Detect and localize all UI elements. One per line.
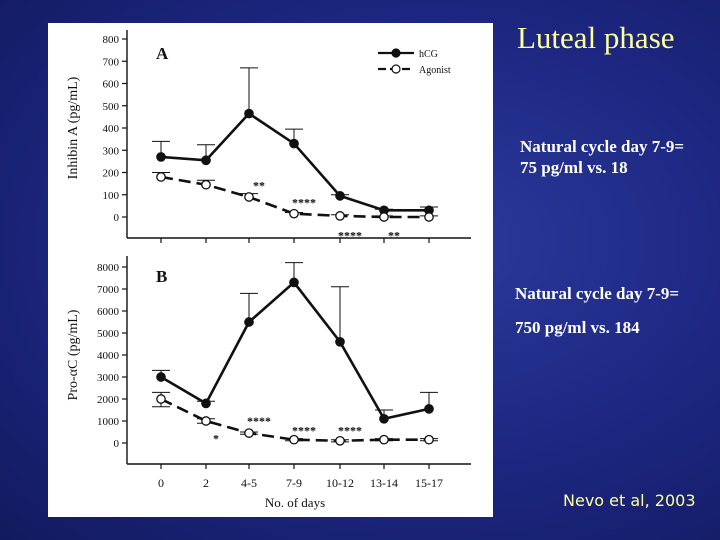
panel-a-y-tick-label: 800 — [103, 34, 120, 46]
panel-b-series-agonist-point — [379, 434, 389, 445]
panel-a-significance-marker: ** — [388, 229, 400, 243]
panel-b-y-tick-label: 5000 — [97, 328, 120, 340]
panel-a-y-tick-label: 500 — [103, 101, 120, 113]
panel-b-series-agonist-point — [424, 434, 434, 445]
panel-a-legend-marker-agonist — [391, 64, 401, 74]
panel-b-series-hcg-point — [335, 336, 345, 347]
panel-b-y-tick-label: 4000 — [97, 350, 120, 362]
panel-b-series-hcg-point — [244, 317, 254, 327]
panel-a-series-agonist-point — [424, 212, 434, 222]
panel-b-series-agonist-point — [289, 434, 299, 445]
note-inhibin-line-2: 75 pg/ml vs. 18 — [520, 158, 628, 177]
slide-title: Luteal phase — [517, 20, 675, 55]
panel-a-label: A — [156, 44, 169, 63]
panel-b-significance-marker: **** — [247, 414, 271, 428]
panel-b-x-axis-label: No. of days — [265, 495, 325, 510]
panel-b-series-hcg-point — [289, 277, 299, 288]
panel-a-series-hcg-point — [244, 108, 254, 119]
panel-b-x-tick-label: 7-9 — [286, 476, 302, 490]
panel-a-series-agonist-point — [201, 179, 211, 190]
panel-a-y-tick-label: 600 — [103, 79, 120, 91]
note-inhibin-line-1: Natural cycle day 7-9= — [520, 137, 685, 156]
panel-a-significance-marker: ** — [253, 179, 265, 193]
panel-b-x-tick-label: 2 — [203, 476, 209, 490]
note-proac-line-2: 750 pg/ml vs. 184 — [515, 318, 640, 337]
chart-figure: 0 100 200 300 400 500 600 700 800 Inhibin A (pg/m… — [48, 23, 493, 517]
panel-b-series-agonist-point — [335, 435, 345, 446]
panel-a-series-hcg-point — [335, 191, 345, 201]
panel-b-y-tick-label: 7000 — [97, 284, 120, 296]
panel-a-series-agonist-point — [244, 192, 254, 202]
panel-b-series-hcg-point — [379, 413, 389, 424]
panel-b-x-tick-label: 10-12 — [326, 476, 354, 490]
panel-b-y-tick-label: 3000 — [97, 372, 120, 384]
panel-b-x-tick-label: 13-14 — [370, 476, 398, 490]
panel-a-y-tick-label: 200 — [103, 168, 120, 180]
panel-b-significance-marker: **** — [338, 424, 362, 438]
panel-a-y-tick-label: 100 — [103, 190, 120, 202]
panel-b-significance-marker: **** — [292, 424, 316, 438]
panel-b-y-tick-label: 1000 — [97, 416, 120, 428]
panel-a-series-hcg-point — [289, 138, 299, 149]
panel-b-series-agonist-point — [244, 428, 254, 438]
panel-a-series-agonist-point — [156, 172, 166, 182]
note-proac-line-1: Natural cycle day 7-9= — [515, 284, 680, 303]
panel-a-series-agonist-point — [335, 211, 345, 221]
panel-a-series-hcg-point — [201, 155, 211, 166]
panel-a-y-axis-label: Inhibin A (pg/mL) — [66, 76, 81, 179]
panel-b-x-tick-label: 15-17 — [415, 476, 443, 490]
panel-a-series-hcg-point — [156, 152, 166, 162]
panel-b-x-tick-label: 0 — [158, 476, 164, 490]
panel-a-y-tick-label: 400 — [103, 123, 120, 135]
panel-a-legend-marker-hcg — [391, 48, 401, 58]
panel-a-legend-label-agonist: Agonist — [419, 65, 451, 76]
panel-b-series-hcg-point — [156, 372, 166, 382]
citation: Nevo et al, 2003 — [563, 491, 696, 510]
panel-b-significance-marker: * — [213, 431, 219, 445]
panel-b-label: B — [156, 267, 167, 286]
panel-b-series-agonist-point — [201, 416, 211, 426]
panel-b-y-tick-label: 8000 — [97, 262, 120, 274]
panel-b-series-hcg-point — [424, 404, 434, 414]
panel-a-significance-marker: **** — [292, 195, 316, 209]
panel-a-y-tick-label: 300 — [103, 145, 120, 157]
panel-a-y-tick-label: 700 — [103, 56, 120, 68]
panel-a-legend-label-hcg: hCG — [419, 49, 438, 60]
panel-b-series-hcg-line — [160, 280, 430, 421]
panel-b-y-tick-label: 2000 — [97, 394, 120, 406]
panel-a-significance-marker: **** — [338, 229, 362, 243]
panel-a-y-tick-label: 0 — [114, 212, 120, 224]
panel-a-series-agonist-point — [289, 208, 299, 219]
panel-a-series-agonist-point — [379, 212, 389, 222]
panel-b-y-axis-label: Pro-αC (pg/mL) — [66, 309, 81, 400]
panel-b-y-tick-label: 6000 — [97, 306, 120, 318]
panel-b-series-hcg-point — [201, 398, 211, 409]
panel-b-x-tick-label: 4-5 — [241, 476, 257, 490]
panel-b-series-agonist-point — [156, 394, 166, 404]
panel-b-y-tick-label: 0 — [114, 438, 120, 450]
